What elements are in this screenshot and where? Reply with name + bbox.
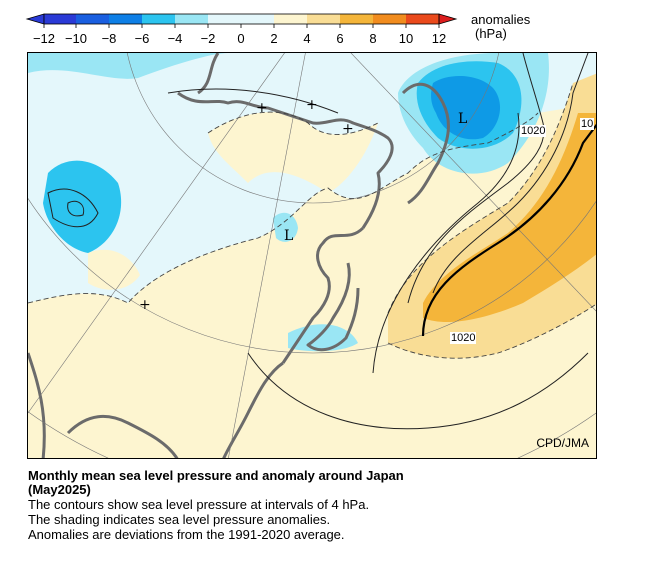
- low-pressure-center: L: [284, 228, 294, 244]
- map-credit: CPD/JMA: [536, 436, 589, 450]
- caption-line: Anomalies are deviations from the 1991-2…: [28, 527, 345, 542]
- pressure-contours-thick: [421, 123, 596, 337]
- colorbar-segment: [76, 14, 109, 24]
- positive-anomaly-area: [88, 249, 140, 290]
- positive-anomaly-area: [28, 103, 596, 458]
- contour-label: 10: [580, 118, 595, 130]
- negative-anomaly-area: [43, 160, 122, 253]
- colorbar-segment: [109, 14, 142, 24]
- colorbar-tick-label: 2: [270, 31, 277, 46]
- colorbar-segment: [208, 14, 274, 24]
- colorbar-outline: [43, 13, 440, 25]
- plus-mark: +: [306, 97, 318, 113]
- colorbar-tick-label: 8: [369, 31, 376, 46]
- colorbar-segment: [406, 14, 439, 24]
- colorbar-tick-label: 0: [237, 31, 244, 46]
- graticule: [28, 53, 596, 458]
- caption-line: The shading indicates sea level pressure…: [28, 512, 331, 527]
- colorbar-tick-label: 12: [432, 31, 446, 46]
- colorbar-segment: [340, 14, 373, 24]
- legend-unit: (hPa): [475, 26, 507, 41]
- colorbar-tick-label: −8: [102, 31, 117, 46]
- plus-mark: +: [139, 297, 151, 313]
- plus-mark: +: [342, 121, 354, 137]
- colorbar-segment: [142, 14, 175, 24]
- colorbar-tick-label: −4: [168, 31, 183, 46]
- legend-title: anomalies: [471, 12, 531, 27]
- positive-anomaly-area: [423, 113, 596, 323]
- colorbar-tick-label: 4: [303, 31, 310, 46]
- colorbar-tick-label: −2: [201, 31, 216, 46]
- colorbar-segment: [373, 14, 406, 24]
- caption-line: The contours show sea level pressure at …: [28, 497, 370, 512]
- colorbar-arrow-right: [438, 13, 458, 25]
- colorbar-segment: [274, 14, 307, 24]
- colorbar-segment: [307, 14, 340, 24]
- caption-date: (May2025): [28, 482, 91, 497]
- positive-anomaly-area: [208, 112, 378, 193]
- caption-title: Monthly mean sea level pressure and anom…: [28, 468, 404, 483]
- anomaly-contours: [28, 82, 596, 359]
- colorbar-tick-label: 10: [399, 31, 413, 46]
- contour-label: 1020: [520, 125, 547, 137]
- colorbar-tick-label: 6: [336, 31, 343, 46]
- colorbar-tick-label: −12: [33, 31, 55, 46]
- negative-anomaly-area: [273, 212, 298, 242]
- colorbar-segment: [175, 14, 208, 24]
- pressure-map: 1020 1020 10 L L + + + + CPD/JMA: [27, 52, 597, 459]
- contour-label: 1020: [450, 332, 477, 344]
- colorbar-tick-label: −10: [65, 31, 87, 46]
- coastlines: [28, 53, 450, 458]
- plus-mark: +: [256, 100, 268, 116]
- colorbar-tick-label: −6: [135, 31, 150, 46]
- low-pressure-center: L: [458, 111, 468, 127]
- negative-anomaly-area: [28, 53, 228, 79]
- anomaly-colorbar: −12 −10 −8 −6 −4 −2 0 2 4 6 8 10 12: [25, 13, 458, 46]
- pressure-contours: [47, 53, 589, 430]
- colorbar-ticks: [43, 24, 440, 28]
- colorbar-arrow-left: [25, 13, 45, 25]
